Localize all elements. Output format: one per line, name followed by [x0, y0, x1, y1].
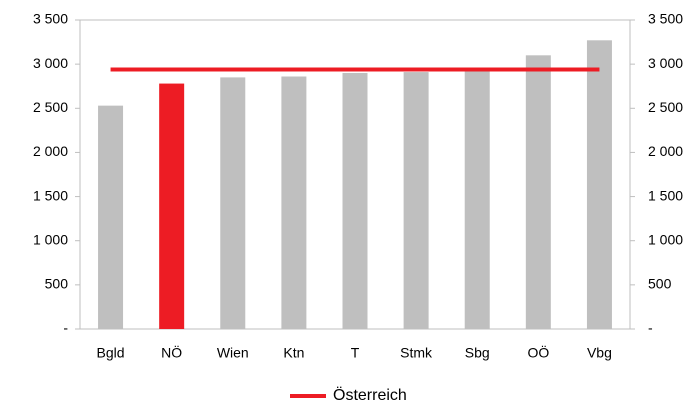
x-tick-label: OÖ: [527, 344, 549, 361]
y-tick-label: 2 000: [33, 143, 68, 159]
x-tick-label: Ktn: [283, 345, 304, 361]
x-tick-label: Sbg: [465, 345, 490, 361]
x-tick-label: Bgld: [97, 345, 125, 361]
y2-tick-label: -: [648, 320, 653, 336]
bar: [281, 76, 307, 329]
y2-tick-label: 2 500: [648, 99, 683, 115]
y-tick-label: 1 000: [33, 231, 68, 247]
bar: [464, 70, 490, 329]
bar: [342, 72, 368, 329]
y-tick-label: 3 500: [33, 11, 68, 27]
y2-tick-label: 2 000: [648, 143, 683, 159]
x-tick-label: T: [351, 345, 360, 361]
y-tick-label: -: [63, 320, 68, 336]
bar: [403, 72, 429, 330]
y2-tick-label: 1 000: [648, 231, 683, 247]
x-tick-label: NÖ: [161, 344, 182, 361]
y-tick-label: 3 000: [33, 55, 68, 71]
x-tick-label: Stmk: [400, 345, 433, 361]
bar: [159, 83, 185, 330]
y-tick-label: 2 500: [33, 99, 68, 115]
bar: [98, 105, 124, 329]
bar: [586, 40, 612, 329]
x-tick-label: Wien: [217, 345, 249, 361]
x-tick-label: Vbg: [587, 345, 612, 361]
y2-tick-label: 3 000: [648, 55, 683, 71]
y2-tick-label: 1 500: [648, 187, 683, 203]
legend-label: Österreich: [333, 386, 407, 404]
bar: [220, 77, 246, 329]
y2-tick-label: 3 500: [648, 11, 683, 27]
bar: [525, 55, 551, 330]
y-tick-label: 1 500: [33, 187, 68, 203]
y-tick-label: 500: [45, 276, 69, 292]
y2-tick-label: 500: [648, 276, 672, 292]
